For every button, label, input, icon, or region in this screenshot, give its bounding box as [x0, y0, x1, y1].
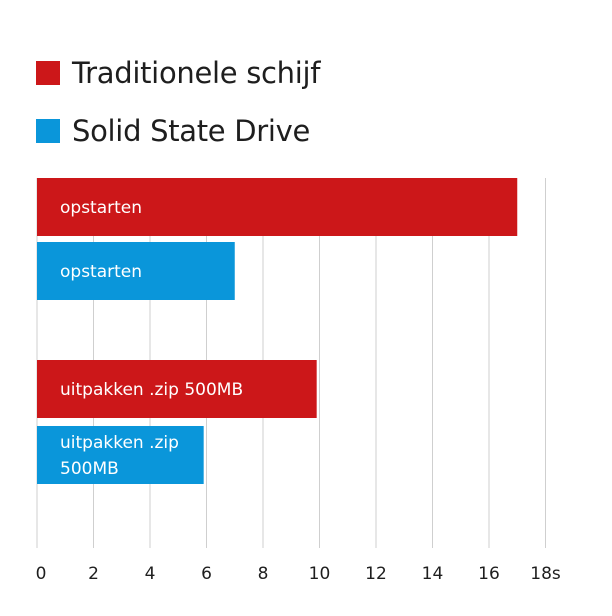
bars: opstarten opstarten uitpakken .zip 500MB ui…: [37, 178, 518, 484]
x-tick-label: 14: [422, 564, 444, 584]
bar-label: opstarten: [60, 262, 142, 282]
x-tick-label: 12: [365, 564, 387, 584]
bar-label: opstarten: [60, 198, 142, 218]
bar: [37, 360, 317, 418]
x-tick-label: 18s: [530, 564, 561, 584]
legend: Traditionele schijf Solid State Drive: [36, 54, 320, 170]
x-tick-label: 6: [201, 564, 212, 584]
legend-item-traditionele-schijf: Traditionele schijf: [36, 54, 320, 92]
legend-swatch-solid-state-drive: [36, 119, 60, 143]
legend-swatch-traditionele-schijf: [36, 61, 60, 85]
bar: [37, 426, 204, 484]
legend-item-solid-state-drive: Solid State Drive: [36, 112, 320, 150]
x-tick-label: 4: [145, 564, 156, 584]
x-tick-label: 2: [88, 564, 99, 584]
bar: [37, 242, 235, 300]
x-tick-label: 0: [36, 564, 47, 584]
legend-label: Traditionele schijf: [72, 56, 321, 90]
legend-label: Solid State Drive: [72, 114, 311, 148]
x-tick-label: 16: [478, 564, 500, 584]
bar-label: 500MB: [60, 459, 119, 479]
bar: [37, 178, 518, 236]
bar-label: uitpakken .zip: [60, 433, 179, 453]
x-tick-label: 8: [258, 564, 269, 584]
x-axis-ticks: 0 2 4 6 8 10 12 14 16 18s: [36, 564, 561, 584]
x-tick-label: 10: [309, 564, 331, 584]
bar-label: uitpakken .zip 500MB: [60, 380, 243, 400]
